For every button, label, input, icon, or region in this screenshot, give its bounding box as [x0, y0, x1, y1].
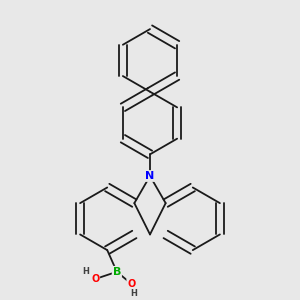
Text: N: N [146, 171, 154, 181]
Text: O: O [91, 274, 99, 284]
Text: H: H [130, 289, 137, 298]
Text: O: O [127, 279, 135, 289]
Text: H: H [82, 267, 89, 276]
Text: B: B [113, 267, 121, 277]
